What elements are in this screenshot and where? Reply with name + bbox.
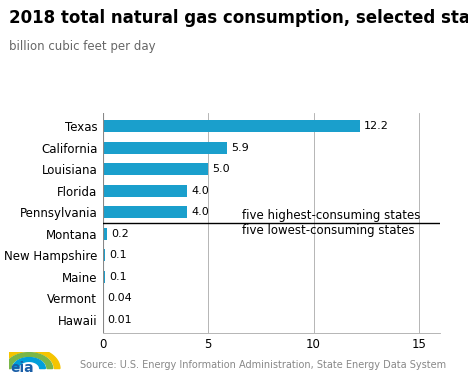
Bar: [103, 120, 360, 132]
Bar: [103, 142, 227, 154]
Bar: [103, 249, 105, 261]
Bar: [103, 292, 104, 304]
Polygon shape: [0, 348, 60, 369]
Text: 2018 total natural gas consumption, selected states: 2018 total natural gas consumption, sele…: [9, 9, 468, 28]
Bar: [103, 185, 187, 197]
Text: 4.0: 4.0: [191, 207, 209, 217]
Text: 0.2: 0.2: [111, 229, 129, 239]
Text: 0.04: 0.04: [108, 293, 132, 303]
Text: 5.0: 5.0: [212, 164, 230, 174]
Text: five highest-consuming states: five highest-consuming states: [242, 209, 420, 222]
Text: 0.01: 0.01: [107, 315, 132, 325]
Text: billion cubic feet per day: billion cubic feet per day: [9, 40, 156, 53]
Bar: [103, 163, 208, 175]
Text: 4.0: 4.0: [191, 186, 209, 196]
Text: Source: U.S. Energy Information Administration, State Energy Data System: Source: U.S. Energy Information Administ…: [80, 360, 446, 370]
Text: 0.1: 0.1: [109, 272, 126, 282]
Bar: [103, 206, 187, 218]
Text: five lowest-consuming states: five lowest-consuming states: [242, 224, 415, 237]
Bar: [103, 228, 107, 240]
Text: 0.1: 0.1: [109, 250, 126, 260]
Polygon shape: [13, 358, 45, 369]
Bar: [103, 271, 105, 283]
Text: 12.2: 12.2: [364, 121, 388, 131]
Text: 5.9: 5.9: [231, 143, 249, 153]
Text: eia: eia: [10, 361, 34, 375]
Polygon shape: [6, 353, 52, 369]
